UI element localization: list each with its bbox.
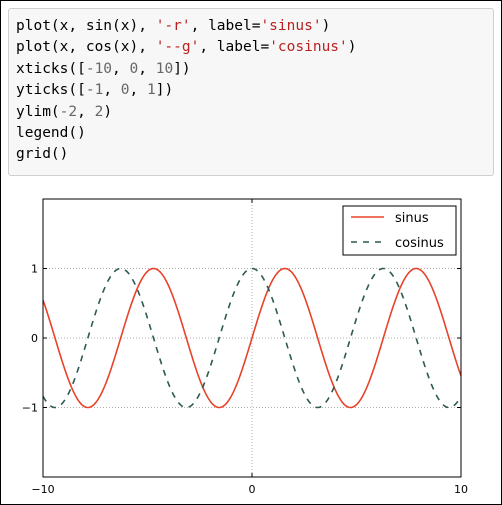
code-number-token: 1 [146, 82, 156, 99]
code-number-token: 0 [129, 60, 139, 77]
series-line-sinus [42, 267, 462, 409]
x-tick-label: 0 [249, 483, 256, 496]
code-token: yticks([ [16, 82, 86, 99]
code-token: legend() [16, 124, 86, 141]
code-token: ) [347, 39, 357, 56]
legend-label-cosinus: cosinus [395, 236, 444, 251]
series-lines [42, 267, 462, 409]
code-token: , [138, 60, 156, 77]
x-tick-label: 10 [454, 483, 468, 496]
code-line: ylim(-2, 2) [16, 102, 493, 123]
code-line: xticks([-10, 0, 10]) [16, 59, 493, 80]
code-token: plot(x, sin(x), [16, 18, 156, 34]
code-token: ) [103, 103, 113, 120]
code-token: ) [321, 18, 331, 34]
legend-label-sinus: sinus [395, 211, 429, 226]
code-line: legend() [16, 123, 493, 144]
x-tick-label: −10 [31, 483, 54, 496]
code-token: ylim( [16, 103, 60, 120]
y-tick-label: −1 [22, 402, 38, 415]
code-string-token: '--g' [155, 39, 200, 56]
code-string-token: '-r' [155, 18, 191, 34]
code-token: ]) [155, 82, 174, 99]
code-string-token: 'cosinus' [269, 39, 348, 56]
code-line: yticks([-1, 0, 1]) [16, 80, 493, 101]
code-number-token: 0 [120, 82, 130, 99]
legend: sinus cosinus [342, 205, 457, 256]
code-line: plot(x, cos(x), '--g', label='cosinus') [16, 37, 493, 58]
code-token: , [129, 82, 147, 99]
code-line: plot(x, sin(x), '-r', label='sinus') [16, 16, 493, 37]
code-token: , [112, 60, 130, 77]
code-number-token: -1 [85, 82, 104, 99]
code-token: , [103, 82, 121, 99]
y-tick-label: 1 [31, 263, 38, 276]
code-number-token: 2 [94, 103, 104, 120]
code-token: , [77, 103, 95, 120]
code-token: , label= [199, 39, 270, 56]
y-tick-label: 0 [31, 332, 38, 345]
code-number-token: -10 [85, 60, 113, 77]
code-token: plot(x, cos(x), [16, 39, 156, 56]
code-block: plot(x, sin(x), '-r', label='sinus') plot… [9, 9, 493, 166]
code-line: grid() [16, 144, 493, 165]
line-chart: sinus cosinus −10 0 10−101 [22, 198, 468, 496]
code-number-token: -2 [59, 103, 78, 120]
series-line-cosinus [42, 267, 462, 409]
code-token: grid() [16, 146, 69, 163]
legend-box [342, 205, 457, 256]
tick-marks [42, 199, 462, 477]
code-token: , label= [190, 18, 261, 34]
code-cell[interactable]: plot(x, sin(x), '-r', label='sinus') plot… [8, 8, 494, 176]
code-string-token: 'sinus' [260, 18, 322, 34]
code-number-token: 10 [155, 60, 174, 77]
code-token: ]) [173, 60, 191, 77]
code-token: xticks([ [16, 60, 86, 77]
